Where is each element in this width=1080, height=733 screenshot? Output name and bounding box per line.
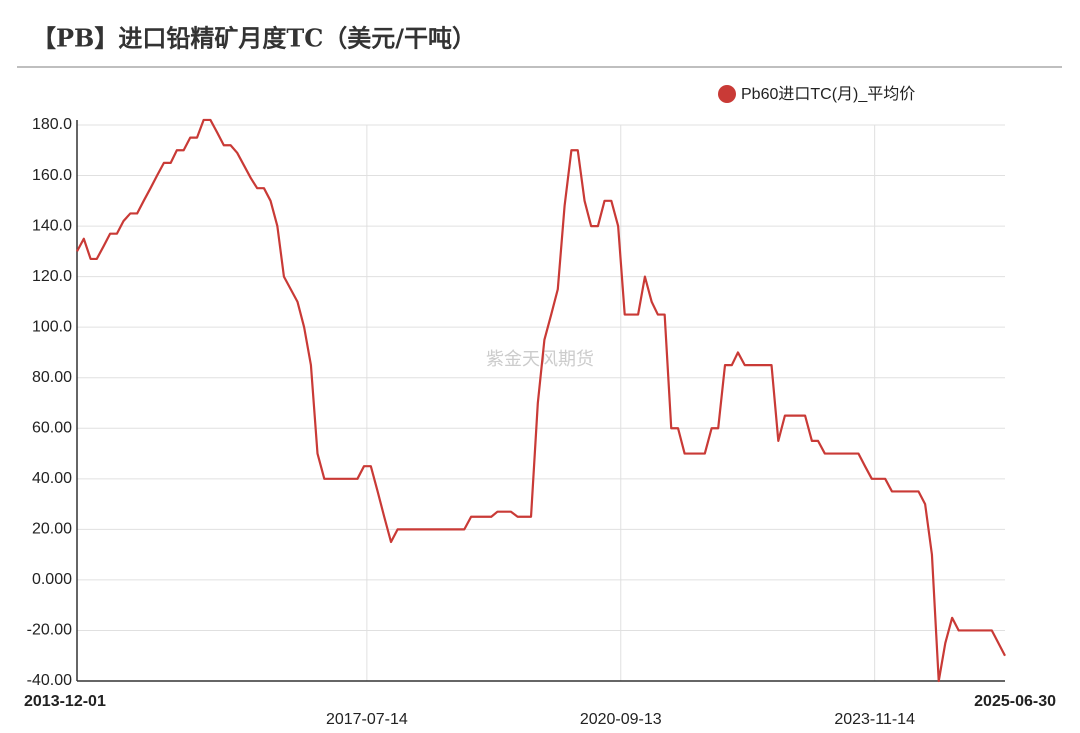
x-tick-label: 2025-06-30: [974, 693, 1056, 710]
watermark: 紫金天风期货: [486, 349, 594, 369]
y-tick-label: 100.0: [32, 318, 72, 335]
y-tick-label: 60.00: [32, 419, 72, 436]
x-tick-label: 2017-07-14: [326, 711, 408, 728]
y-tick-label: 160.0: [32, 167, 72, 184]
y-tick-label: 80.00: [32, 369, 72, 386]
y-tick-label: -20.00: [27, 622, 72, 639]
y-tick-label: 140.0: [32, 217, 72, 234]
y-tick-label: 40.00: [32, 470, 72, 487]
y-tick-label: 180.0: [32, 116, 72, 133]
y-tick-label: 120.0: [32, 268, 72, 285]
x-tick-label: 2023-11-14: [834, 711, 915, 728]
chart-title: 【PB】进口铅精矿月度TC（美元/干吨）: [32, 24, 476, 53]
x-tick-label: 2020-09-13: [580, 711, 662, 728]
y-tick-label: -40.00: [27, 672, 72, 689]
legend-marker: [718, 85, 736, 103]
y-tick-label: 20.00: [32, 521, 72, 538]
legend-label: Pb60进口TC(月)_平均价: [741, 85, 915, 103]
line-series: [76, 118, 1006, 683]
x-tick-label: 2013-12-01: [24, 693, 106, 710]
y-tick-label: 0.000: [32, 571, 72, 588]
